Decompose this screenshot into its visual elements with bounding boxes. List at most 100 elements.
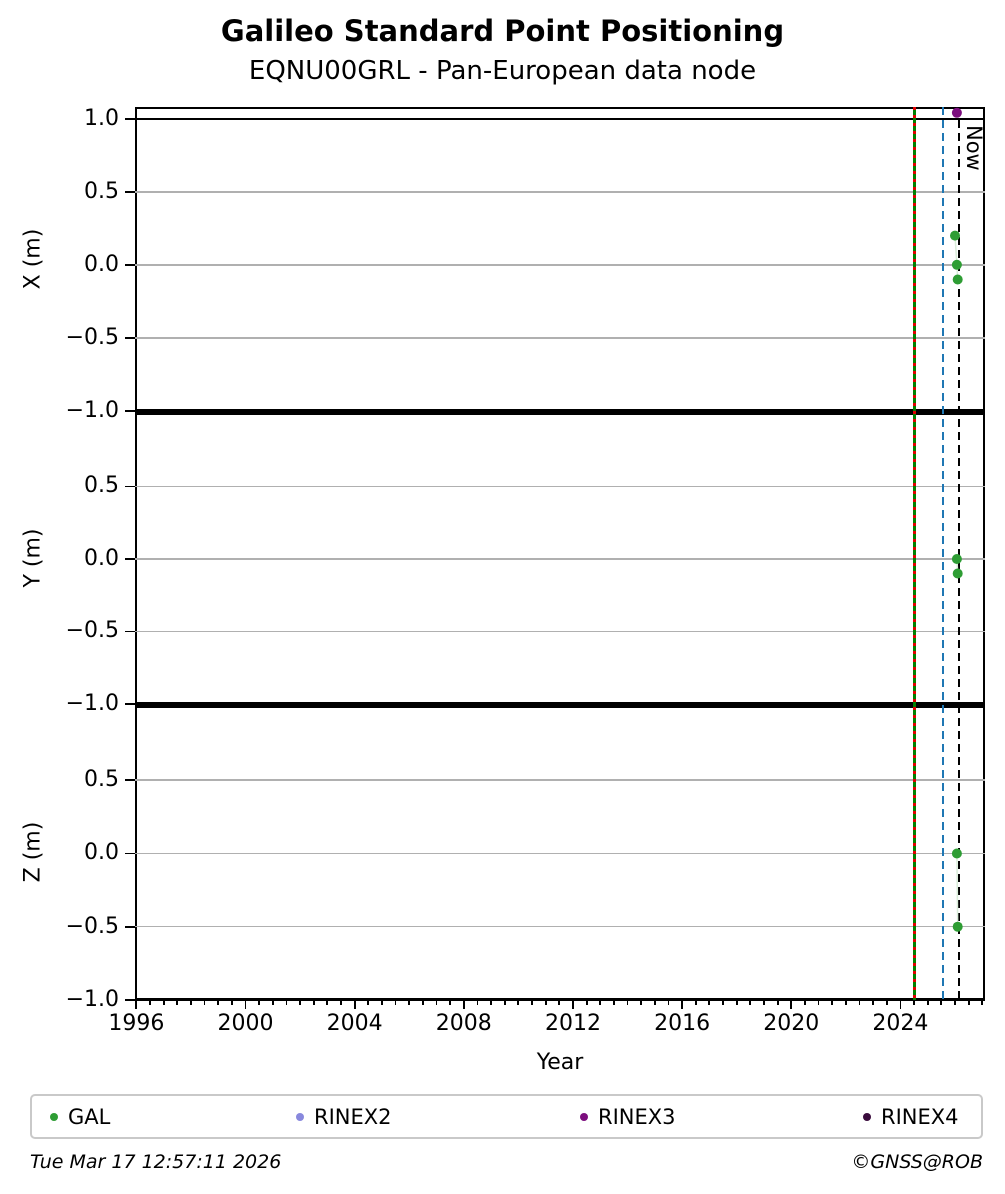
vline-green-red-marker-overlay [913,107,916,1000]
gridline [135,630,985,633]
x-tick-minor [749,1000,752,1005]
gridline [135,925,985,928]
x-tick-minor [817,1000,820,1005]
vline-blue-marker [941,107,944,1000]
x-tick-major [353,1000,356,1009]
y-tick-label: −0.5 [65,324,119,350]
subplot-frame-0 [135,107,985,411]
gridline [135,264,985,266]
y-tick-label: −1.0 [65,398,119,423]
legend-item-rinex2: RINEX2 [296,1096,392,1137]
x-tick-label: 2008 [435,1011,492,1036]
x-tick-minor [176,1000,179,1005]
legend-label-rinex2: RINEX2 [314,1104,392,1129]
legend-marker-rinex4-icon [863,1112,871,1121]
x-tick-label: 1996 [108,1011,165,1036]
x-tick-minor [844,1000,847,1005]
x-tick-minor [367,1000,370,1005]
x-tick-major [572,1000,574,1009]
x-tick-minor [858,1000,861,1005]
x-tick-label: 2000 [217,1011,274,1036]
legend-marker-gal-icon [50,1112,58,1121]
y-tick [125,410,135,412]
y-tick-label: −1.0 [65,987,119,1012]
x-tick-major [462,1000,465,1009]
y-tick-label: 0.0 [84,545,119,571]
chart-title: Galileo Standard Point Positioning [220,14,785,48]
x-tick-minor [203,1000,206,1005]
now-line-label: Now [962,125,987,171]
subplot-frame-2 [135,704,985,1000]
x-tick-minor [476,1000,479,1005]
x-tick-minor [954,1000,956,1005]
x-tick-minor [326,1000,329,1005]
x-tick-label: 2020 [763,1011,820,1036]
x-tick-minor [503,1000,506,1005]
y-axis-label: Y (m) [20,527,46,588]
x-tick-minor [735,1000,738,1005]
x-tick-minor [230,1000,233,1005]
x-tick-minor [381,1000,383,1005]
x-tick-minor [435,1000,438,1005]
x-tick-minor [708,1000,711,1005]
legend-label-gal: GAL [68,1104,111,1129]
x-tick-major [681,1000,683,1009]
x-tick-major [135,1000,138,1009]
x-tick-label: 2004 [326,1011,383,1036]
x-tick-minor [599,1000,602,1005]
x-tick-minor [913,1000,915,1005]
y-tick [125,703,135,705]
legend: GAL RINEX2 RINEX3 RINEX4 [30,1094,983,1139]
y-tick [125,263,135,266]
x-tick-minor [299,1000,301,1005]
y-tick [125,852,135,855]
legend-label-rinex4: RINEX4 [881,1104,959,1129]
y-tick [125,337,135,339]
x-tick-minor [149,1000,151,1005]
x-tick-minor [490,1000,492,1005]
y-tick [125,558,135,560]
y-tick-label: 0.0 [84,840,119,866]
y-tick [125,485,135,488]
x-tick-minor [722,1000,724,1005]
x-tick-minor [653,1000,656,1005]
x-tick-minor [340,1000,342,1005]
x-tick-major [790,1000,793,1009]
x-tick-minor [285,1000,288,1005]
y-axis-label: Z (m) [20,821,46,883]
x-tick-minor [190,1000,192,1005]
y-tick-label: −0.5 [65,913,119,939]
x-tick-label: 2016 [654,1011,711,1036]
x-tick-minor [531,1000,533,1005]
x-tick-minor [926,1000,929,1005]
x-tick-minor [981,1000,984,1005]
y-tick-label: 0.5 [84,767,119,793]
x-tick-minor [517,1000,520,1005]
x-tick-minor [258,1000,261,1005]
y-tick-label: 0.5 [84,178,119,204]
x-tick-minor [940,1000,943,1005]
x-tick-minor [804,1000,806,1005]
x-tick-minor [763,1000,765,1005]
gridline [135,558,985,560]
gridline [135,852,985,855]
y-axis-label: X (m) [20,228,46,290]
credit: ©GNSS@ROB [851,1151,983,1173]
gridline [135,485,985,488]
x-tick-minor [271,1000,274,1005]
x-tick-minor [312,1000,315,1005]
x-tick-minor [421,1000,424,1005]
x-tick-label: 2024 [872,1011,929,1036]
y-tick [125,630,135,633]
gridline [135,779,985,781]
x-tick-minor [831,1000,834,1005]
x-tick-minor [558,1000,561,1005]
y-tick-label: −0.5 [65,618,119,644]
x-tick-label: 2012 [544,1011,601,1036]
x-tick-minor [217,1000,220,1005]
x-tick-minor [585,1000,588,1005]
x-tick-minor [640,1000,643,1005]
y-tick [125,117,135,120]
x-tick-minor [394,1000,397,1005]
x-tick-minor [667,1000,670,1005]
